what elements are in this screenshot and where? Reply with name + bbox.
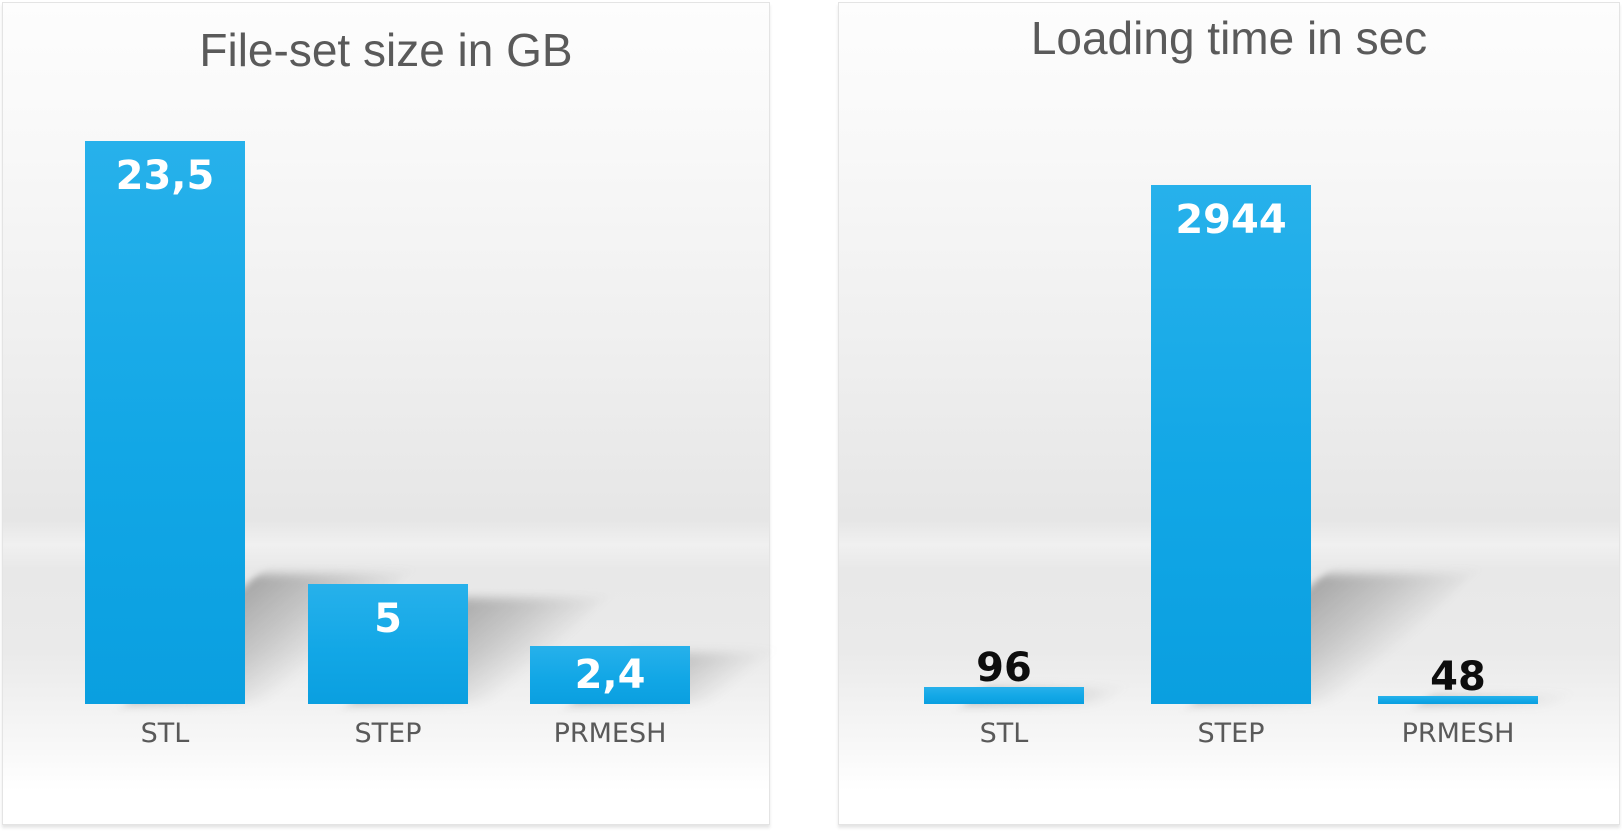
bar-step bbox=[1151, 185, 1311, 704]
bar-prmesh bbox=[530, 646, 690, 704]
plot-area-file-set-size: 23,5 STL 5 STEP 2,4 PRMESH bbox=[3, 3, 773, 824]
value-label-stl: 96 bbox=[976, 645, 1032, 691]
chart-card-file-set-size: File-set size in GB 23,5 STL 5 STEP 2,4 PRMES… bbox=[2, 2, 773, 825]
category-label-prmesh: PRMESH bbox=[553, 718, 667, 749]
category-label-step: STEP bbox=[354, 718, 422, 749]
bar-stl bbox=[924, 687, 1084, 704]
chart-title-loading-time: Loading time in sec bbox=[1030, 12, 1428, 64]
category-label-step: STEP bbox=[1197, 718, 1265, 749]
chart-title-file-set-size: File-set size in GB bbox=[199, 24, 573, 76]
chart-card-loading-time: Loading time in sec 96 STL 2944 STEP 48 PRMES… bbox=[838, 2, 1620, 825]
bar-step bbox=[308, 584, 468, 704]
value-label-prmesh: 48 bbox=[1430, 654, 1486, 700]
category-label-prmesh: PRMESH bbox=[1401, 718, 1515, 749]
value-label-prmesh: 2,4 bbox=[574, 652, 646, 698]
value-label-step: 2944 bbox=[1175, 197, 1287, 243]
plot-area-loading-time: 96 STL 2944 STEP 48 PRMESH bbox=[839, 3, 1619, 824]
bar-prmesh bbox=[1378, 696, 1538, 704]
value-label-step: 5 bbox=[374, 596, 402, 642]
category-label-stl: STL bbox=[140, 718, 190, 749]
category-label-stl: STL bbox=[979, 718, 1029, 749]
value-label-stl: 23,5 bbox=[115, 153, 215, 199]
bar-stl bbox=[85, 141, 245, 704]
